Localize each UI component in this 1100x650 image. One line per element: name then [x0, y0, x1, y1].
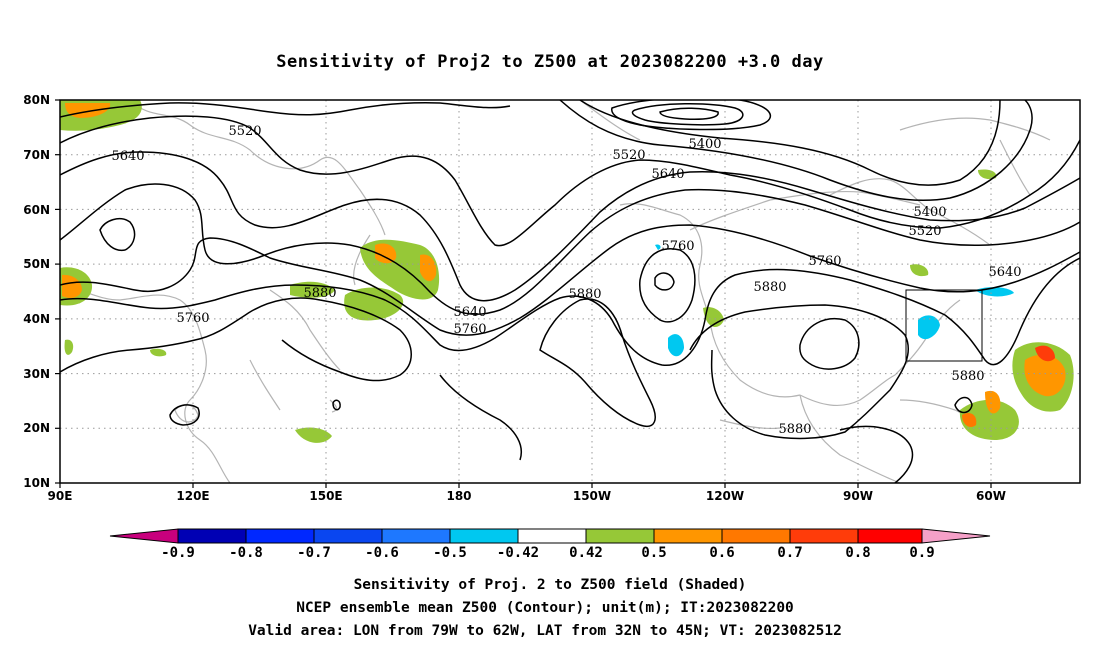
shading-positive-strong	[985, 390, 1001, 414]
contour-label: 5880	[951, 369, 984, 384]
contour-label: 5400	[913, 205, 946, 220]
colorbar-label: 0.7	[777, 545, 802, 561]
lat-tick-label: 60N	[23, 203, 50, 217]
colorbar-cell	[313, 528, 383, 544]
contour-label: 5880	[778, 422, 811, 437]
contour-label: 5640	[453, 305, 486, 320]
contour-label: 5760	[808, 254, 841, 269]
shading-positive-strong	[62, 274, 82, 298]
colorbar-label: -0.9	[161, 545, 195, 561]
shading-positive-strong	[375, 243, 397, 264]
shading-positive-strong	[420, 254, 437, 282]
map-panel: 5520 5640 5400 5520 5640 5400 5520 5760 …	[60, 100, 1080, 483]
contour-label: 5760	[176, 311, 209, 326]
contour-label: 5640	[651, 167, 684, 182]
colorbar-cell	[585, 528, 655, 544]
shading-negative	[918, 315, 940, 340]
caption-line-2: NCEP ensemble mean Z500 (Contour); unit(…	[296, 600, 794, 616]
lon-tick-label: 150W	[573, 489, 611, 503]
contour-label: 5880	[753, 280, 786, 295]
contour-label: 5640	[111, 149, 144, 164]
colorbar-cell	[653, 528, 723, 544]
colorbar-labels: -0.9 -0.8 -0.7 -0.6 -0.5 -0.42 0.42 0.5 …	[161, 545, 935, 561]
colorbar-label: 0.42	[569, 545, 603, 561]
lat-tick-label: 10N	[23, 476, 50, 490]
map-frame	[59, 99, 1081, 484]
lon-tick-label: 120E	[176, 489, 209, 503]
shading-negative	[975, 287, 1014, 297]
contour-labels: 5520 5640 5400 5520 5640 5400 5520 5760 …	[111, 124, 1021, 437]
caption-line-3: Valid area: LON from 79W to 62W, LAT fro…	[248, 623, 842, 639]
valid-area-box	[905, 289, 983, 362]
sensitivity-shading	[60, 100, 1074, 443]
colorbar-cell	[381, 528, 451, 544]
contour-label: 5520	[612, 148, 645, 163]
colorbar-high-arrow	[921, 528, 991, 544]
colorbar-cell	[857, 528, 923, 544]
shading-positive	[150, 348, 167, 357]
colorbar-label: -0.42	[497, 545, 539, 561]
latitude-labels: 80N 70N 60N 50N 40N 30N 20N 10N	[23, 93, 50, 490]
colorbar-label: -0.5	[433, 545, 467, 561]
lon-tick-label: 90E	[48, 489, 73, 503]
lon-tick-label: 180	[446, 489, 471, 503]
contour-label: 5760	[453, 322, 486, 337]
colorbar-cells	[177, 528, 923, 544]
shading-positive	[910, 264, 929, 277]
colorbar-label: 0.6	[709, 545, 734, 561]
lat-tick-label: 30N	[23, 367, 50, 381]
shading-positive	[64, 339, 74, 355]
shading-negative	[655, 244, 661, 250]
colorbar-cell	[517, 528, 587, 544]
map-title: Sensitivity of Proj2 to Z500 at 20230822…	[276, 52, 823, 72]
shading-positive-strong	[1035, 345, 1055, 362]
colorbar-cell	[721, 528, 791, 544]
contour-label: 5520	[228, 124, 261, 139]
colorbar-low-arrow	[109, 528, 179, 544]
shading-positive	[959, 399, 1019, 440]
shading-positive-strong	[962, 413, 977, 427]
longitude-labels: 90E 120E 150E 180 150W 120W 90W 60W	[48, 489, 1006, 503]
caption-line-1: Sensitivity of Proj. 2 to Z500 field (Sh…	[354, 577, 747, 593]
lon-tick-label: 60W	[976, 489, 1006, 503]
colorbar-cell	[245, 528, 315, 544]
shading-negative	[668, 334, 684, 357]
colorbar-label: 0.9	[909, 545, 934, 561]
coastlines	[60, 100, 1051, 483]
lon-tick-label: 120W	[706, 489, 744, 503]
lat-tick-label: 20N	[23, 421, 50, 435]
lat-tick-label: 40N	[23, 312, 50, 326]
caption: Sensitivity of Proj. 2 to Z500 field (Sh…	[248, 577, 842, 639]
contour-label: 5640	[988, 265, 1021, 280]
axis-ticks	[55, 99, 992, 488]
shading-positive	[295, 427, 332, 443]
colorbar-label: -0.7	[297, 545, 331, 561]
contour-label: 5760	[661, 239, 694, 254]
colorbar-label: 0.5	[641, 545, 666, 561]
colorbar-label: 0.8	[845, 545, 870, 561]
colorbar-label: -0.6	[365, 545, 399, 561]
graticule	[60, 100, 1080, 483]
lat-tick-label: 70N	[23, 148, 50, 162]
contour-label: 5400	[688, 137, 721, 152]
shading-positive-strong	[1024, 354, 1066, 397]
lon-tick-label: 150E	[309, 489, 342, 503]
colorbar-cell	[789, 528, 859, 544]
colorbar-cell	[449, 528, 519, 544]
shading-positive	[978, 169, 997, 180]
contour-label: 5520	[908, 224, 941, 239]
z500-contours	[60, 100, 1080, 483]
lat-tick-label: 80N	[23, 93, 50, 107]
colorbar-cell	[177, 528, 247, 544]
lat-tick-label: 50N	[23, 257, 50, 271]
colorbar: -0.9 -0.8 -0.7 -0.6 -0.5 -0.42 0.42 0.5 …	[109, 528, 991, 561]
colorbar-label: -0.8	[229, 545, 263, 561]
contour-label: 5880	[568, 287, 601, 302]
contour-label: 5880	[303, 286, 336, 301]
lon-tick-label: 90W	[843, 489, 873, 503]
